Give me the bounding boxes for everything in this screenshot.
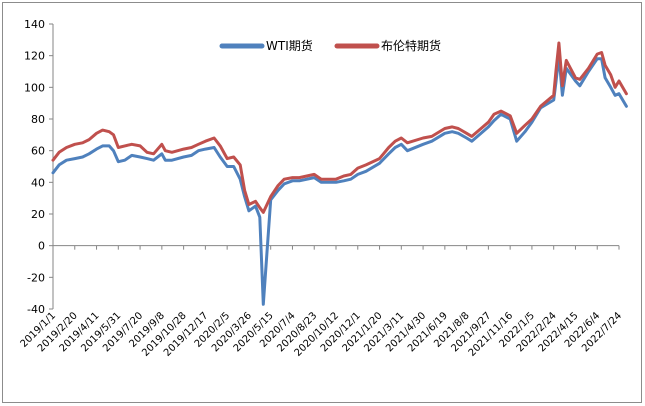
series-line-wti [51, 54, 628, 306]
y-axis: -40 -20 0 20 40 60 80 100 120 140 [24, 18, 54, 316]
y-tick-label: 100 [24, 81, 45, 94]
series-lines [51, 41, 628, 306]
legend: WTI期货 布伦特期货 [219, 38, 441, 53]
y-tick-label: 20 [31, 208, 45, 221]
series-line-brent [51, 41, 628, 214]
y-tick-label: 0 [38, 240, 45, 253]
y-tick-label: 120 [24, 50, 45, 63]
y-tick-label: 140 [24, 18, 45, 31]
legend-label: 布伦特期货 [381, 38, 441, 53]
y-tick-label: 60 [31, 145, 45, 158]
y-tick-label: 80 [31, 113, 45, 126]
y-tick-label: -40 [27, 303, 45, 316]
x-axis: 2019/1/12019/2/202019/4/112019/5/312019/… [19, 245, 624, 359]
y-tick-label: 40 [31, 176, 45, 189]
y-tick-label: -20 [27, 271, 45, 284]
legend-label: WTI期货 [266, 38, 313, 53]
